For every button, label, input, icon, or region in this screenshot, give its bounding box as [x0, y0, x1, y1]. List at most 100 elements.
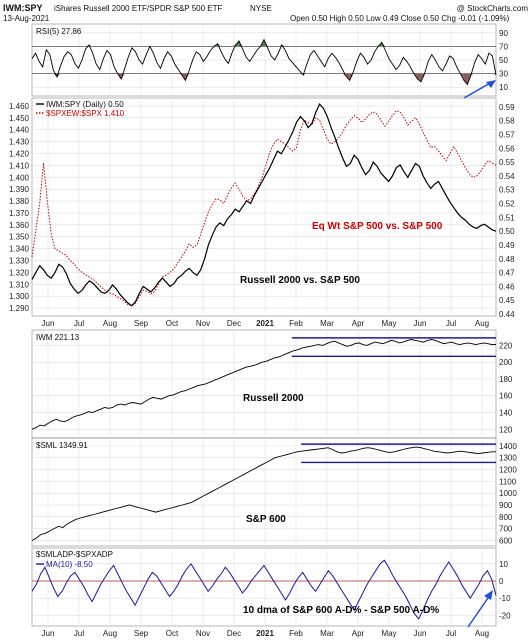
month-label: Sep — [134, 629, 149, 638]
ratio-left-tick-label: 1.400 — [9, 173, 30, 182]
ratio-right-tick-labels: 0.44 0.45 0.46 0.47 0.48 0.49 0.50 0.51 0.52 0.53… — [499, 103, 515, 319]
ratio-left-tick-label: 1.370 — [9, 209, 30, 218]
ad-tick-label: 10 — [499, 560, 508, 569]
ratio-left-tick-label: 1.290 — [9, 304, 30, 313]
ratio-left-tick-label: 1.410 — [9, 161, 30, 170]
iwm-tick-label: 120 — [499, 425, 513, 434]
rsi-tick-label: 50 — [499, 56, 508, 65]
sml-tick-label: 900 — [499, 501, 513, 510]
iwm-tick-labels: 120 140 160 180 200 220 — [499, 341, 513, 434]
month-label: Jul — [74, 319, 84, 328]
sml-tick-label: 1100 — [499, 477, 517, 486]
sml-tick-label: 1400 — [499, 442, 517, 451]
sml-tick-label: 600 — [499, 536, 513, 545]
ad-series-line — [31, 559, 497, 620]
sml-tick-labels: 600 700 800 900 1000 1100 1200 1300 1400 — [499, 442, 517, 546]
sml-channel-lines — [301, 443, 496, 464]
ratio-left-tick-label: 1.320 — [9, 268, 30, 277]
ratio-right-tick-label: 0.50 — [499, 227, 515, 236]
annotation-russell-vs-sp: Russell 2000 vs. S&P 500 — [240, 275, 360, 286]
iwm-tick-label: 200 — [499, 358, 513, 367]
iwm-tick-label: 140 — [499, 409, 513, 418]
ratio-right-tick-label: 0.45 — [499, 296, 515, 305]
iwm-series-line — [31, 339, 497, 430]
rsi-tick-labels: 10 30 50 70 90 — [499, 29, 508, 92]
ratio-right-tick-label: 0.51 — [499, 213, 515, 222]
ratio-legend: IWM:SPY (Daily) 0.50 $SPXEW:$SPX 1.410 — [36, 100, 125, 118]
month-label: Jun — [414, 319, 427, 328]
rsi-arrowhead-icon — [486, 80, 496, 88]
ad-tick-label: -20 — [499, 611, 511, 620]
iwm-panel-frame — [31, 329, 497, 439]
month-label: Dec — [227, 629, 241, 638]
exchange-label: NYSE — [250, 4, 272, 13]
ad-panel: -20 -10 0 10 $SMLADP-$SPXADP MA(10) -8.50 1… — [31, 547, 511, 628]
month-label: Nov — [196, 629, 210, 638]
iwm-title: IWM 221.13 — [36, 333, 80, 342]
month-label: Oct — [166, 629, 179, 638]
ratio-left-tick-label: 1.460 — [9, 102, 30, 111]
month-label: 2021 — [256, 319, 274, 328]
ratio-right-tick-label: 0.44 — [499, 310, 515, 319]
month-label: Aug — [103, 319, 117, 328]
rsi-gridlines — [32, 26, 496, 94]
month-label: Feb — [289, 319, 303, 328]
ratio-left-tick-label: 1.440 — [9, 126, 30, 135]
annotation-russell-2000: Russell 2000 — [243, 393, 304, 404]
ohlc-label: Open 0.50 High 0.50 Low 0.49 Close 0.50 … — [290, 14, 510, 23]
ratio-left-tick-label: 1.390 — [9, 185, 30, 194]
sml-tick-label: 1200 — [499, 466, 517, 475]
annotation-eqwt: Eq Wt S&P 500 vs. S&P 500 — [312, 221, 443, 232]
month-label: May — [381, 629, 396, 638]
month-label: Nov — [196, 319, 210, 328]
x-axis-month-labels-bottom: Jun Jul Aug Sep Oct Nov Dec 2021 Feb Mar Apr May Jun… — [42, 629, 490, 638]
sml-tick-label: 700 — [499, 525, 513, 534]
chart-header: IWM:SPY iShares Russell 2000 ETF/SPDR S&… — [3, 3, 528, 23]
month-label: Aug — [475, 319, 489, 328]
rsi-oversold-fill — [303, 73, 307, 75]
ratio-left-tick-label: 1.300 — [9, 292, 30, 301]
rsi-tick-label: 90 — [499, 29, 508, 38]
sml-tick-label: 1000 — [499, 489, 517, 498]
sml-panel-frame — [31, 437, 497, 547]
ratio-left-tick-label: 1.420 — [9, 150, 30, 159]
iwm-panel: 120 140 160 180 200 220 IWM 221.13 Russell 20… — [31, 329, 513, 439]
ratio-left-tick-label: 1.310 — [9, 280, 30, 289]
ratio-right-tick-label: 0.48 — [499, 255, 515, 264]
month-label: Feb — [289, 629, 303, 638]
ad-tick-label: -10 — [499, 594, 511, 603]
rsi-oversold-fill — [471, 73, 475, 75]
ratio-right-tick-label: 0.53 — [499, 186, 515, 195]
sml-gridlines — [32, 440, 496, 544]
month-label: Jun — [42, 629, 55, 638]
iwm-tick-label: 160 — [499, 392, 513, 401]
sml-tick-label: 800 — [499, 513, 513, 522]
iwm-gridlines — [32, 332, 496, 436]
symbol-label: IWM:SPY — [3, 3, 43, 13]
ratio-left-tick-label: 1.450 — [9, 114, 30, 123]
month-label: Jul — [446, 629, 456, 638]
iwm-spy-series-line — [31, 103, 497, 307]
watermark-label: @ StockCharts.com — [457, 4, 529, 13]
ad-arrow-annotation — [467, 590, 493, 628]
sml-panel: 600 700 800 900 1000 1100 1200 1300 1400 $SML 13… — [31, 437, 517, 547]
ratio-right-tick-label: 0.46 — [499, 282, 515, 291]
ratio-right-tick-label: 0.59 — [499, 103, 515, 112]
rsi-series-line — [31, 38, 497, 86]
legend-iwm-spy: IWM:SPY (Daily) 0.50 — [46, 100, 124, 109]
x-axis-month-labels-top: Jun Jul Aug Sep Oct Nov Dec 2021 Feb Mar Apr May Jun… — [42, 319, 490, 328]
month-label: Jun — [42, 319, 55, 328]
iwm-tick-label: 220 — [499, 341, 513, 350]
rsi-tick-label: 10 — [499, 83, 508, 92]
iwm-tick-label: 180 — [499, 375, 513, 384]
month-label: Jun — [414, 629, 427, 638]
ad-panel-frame — [31, 547, 497, 627]
month-label: Aug — [103, 629, 117, 638]
month-label: Dec — [227, 319, 241, 328]
rsi-arrow-line — [463, 81, 493, 99]
ratio-right-tick-label: 0.47 — [499, 269, 515, 278]
rsi-panel: 10 30 50 70 90 RSI(5) 27.86 — [31, 23, 508, 99]
month-label: Apr — [352, 319, 365, 328]
rsi-tick-label: 70 — [499, 42, 508, 51]
month-label: Apr — [352, 629, 365, 638]
